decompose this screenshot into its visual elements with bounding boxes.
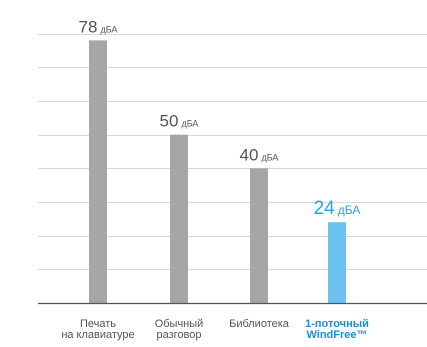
value-label-0: 78 дБА [79, 17, 118, 36]
value-label-3: 24 дБА [314, 198, 361, 219]
value-unit-2: дБА [261, 152, 278, 162]
category-label-1-line-1: разговор [157, 329, 202, 341]
category-label-3-line-0: 1-поточный [305, 318, 369, 330]
bar-1 [170, 134, 188, 303]
category-label-3-line-1: WindFree™ [306, 329, 367, 341]
bar-3 [328, 222, 346, 303]
value-label-2: 40 дБА [240, 145, 279, 164]
category-label-3: 1-поточный WindFree™ [305, 318, 369, 341]
category-label-2: Библиотека [229, 318, 290, 330]
category-label-0-line-1: на клавиатуре [61, 329, 134, 341]
category-label-2-line-0: Библиотека [229, 318, 290, 330]
value-unit-0: дБА [100, 24, 117, 34]
category-label-1-line-0: Обычный [155, 318, 204, 330]
bar-0 [89, 40, 107, 304]
value-unit-1: дБА [181, 119, 198, 129]
category-label-1: Обычный разговор [155, 318, 204, 341]
value-number-0: 78 [79, 17, 98, 36]
bar-2 [250, 168, 268, 303]
category-label-0-line-0: Печать [80, 318, 116, 330]
value-number-3: 24 [314, 198, 336, 219]
value-number-2: 40 [240, 145, 259, 164]
value-unit-3: дБА [338, 203, 361, 217]
category-label-0: Печать на клавиатуре [61, 318, 134, 341]
value-number-1: 50 [160, 112, 179, 131]
value-label-1: 50 дБА [160, 112, 199, 131]
